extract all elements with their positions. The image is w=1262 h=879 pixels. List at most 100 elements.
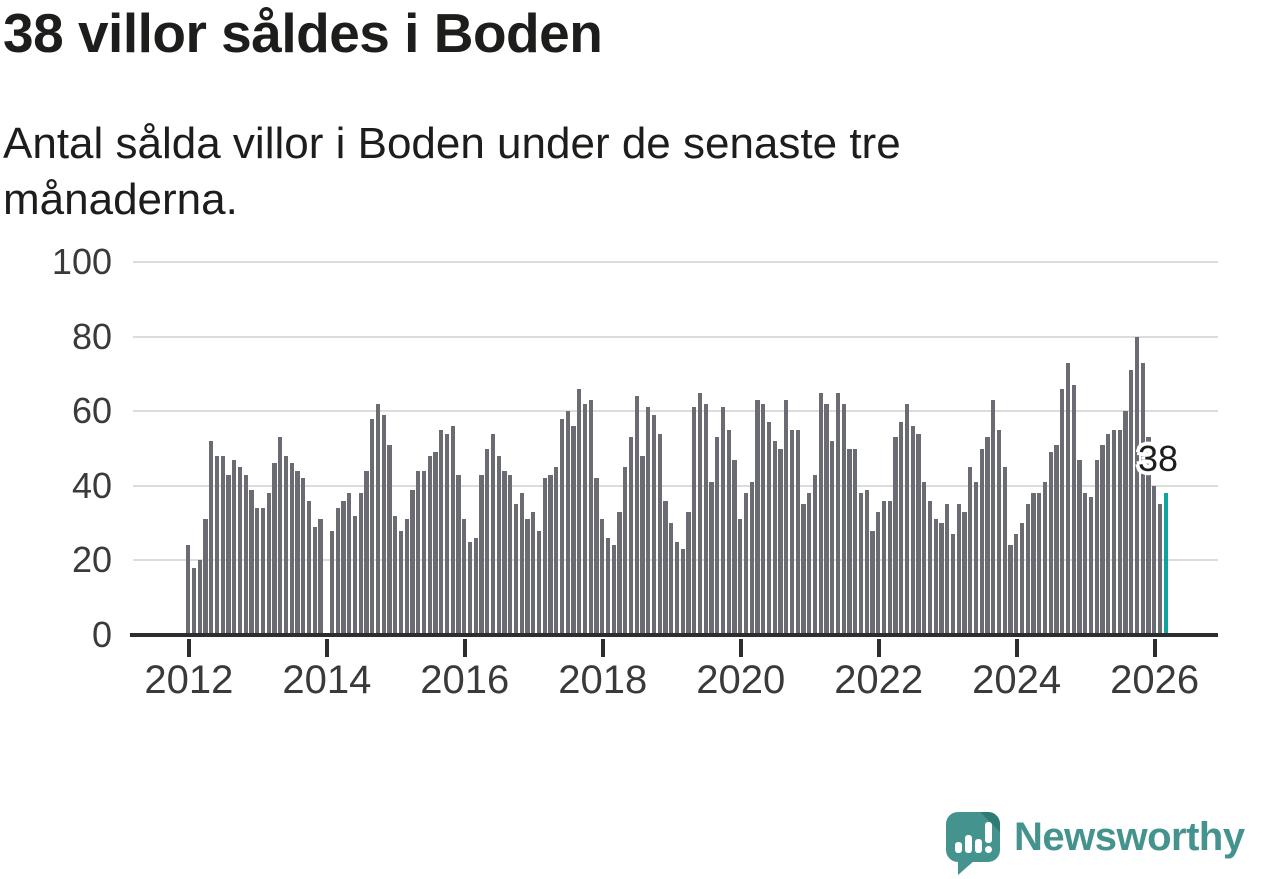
x-tick-label: 2026 — [1110, 658, 1200, 702]
plot-area: 38 — [130, 261, 1218, 657]
newsworthy-logo[interactable]: Newsworthy — [946, 812, 1245, 875]
bar — [301, 478, 306, 635]
bar — [375, 403, 381, 635]
bar — [1094, 459, 1099, 635]
bar — [364, 470, 369, 635]
y-tick-label: 100 — [51, 241, 112, 282]
bar — [789, 429, 795, 635]
bar — [841, 403, 846, 635]
bar — [519, 493, 524, 635]
x-tick-label: 2012 — [144, 658, 234, 702]
bar — [600, 519, 605, 635]
newsworthy-logo-icon — [946, 812, 1000, 875]
bar — [1037, 493, 1042, 635]
bar — [577, 388, 582, 635]
bar — [1140, 362, 1145, 635]
bar — [996, 429, 1002, 635]
bar — [1117, 429, 1122, 635]
bar — [979, 448, 984, 635]
bar — [1088, 497, 1094, 635]
bar — [651, 414, 657, 635]
bar — [237, 467, 243, 635]
bar — [692, 407, 697, 635]
bar — [818, 392, 823, 635]
bar — [439, 429, 444, 635]
bar — [749, 482, 754, 635]
bar — [496, 455, 501, 635]
bar — [226, 474, 231, 635]
bar — [416, 470, 421, 635]
bar — [450, 426, 455, 635]
bar — [295, 470, 300, 635]
bar — [209, 441, 214, 635]
x-tick-mark — [462, 639, 467, 657]
bar — [835, 392, 841, 635]
bar — [743, 493, 749, 635]
bar — [761, 403, 766, 635]
bar — [1014, 534, 1019, 635]
x-tick-mark — [1014, 639, 1019, 657]
bar — [427, 455, 432, 635]
bar — [784, 400, 789, 635]
x-tick-mark — [600, 639, 605, 657]
bar — [1025, 504, 1030, 635]
bar — [548, 474, 553, 635]
bar — [1146, 437, 1151, 635]
bar — [1111, 429, 1117, 635]
bar — [669, 523, 674, 635]
bar — [1100, 444, 1105, 635]
y-tick-label: 60 — [71, 390, 112, 432]
bar — [824, 403, 829, 635]
bar — [812, 474, 818, 635]
bar — [830, 441, 835, 635]
bar — [186, 545, 191, 635]
bar — [657, 433, 662, 635]
x-tick-mark — [738, 639, 743, 657]
bar — [858, 493, 864, 635]
bar — [1008, 545, 1013, 635]
bar — [421, 470, 427, 635]
bar — [433, 452, 438, 635]
bar — [393, 515, 398, 635]
bar — [962, 511, 967, 635]
bar — [933, 519, 938, 635]
x-axis-line — [130, 633, 1218, 637]
bar — [1048, 452, 1053, 635]
gridline — [133, 410, 1218, 413]
bar — [582, 403, 588, 635]
bar — [1123, 411, 1128, 635]
bar — [502, 470, 507, 635]
brand-name: Newsworthy — [1014, 814, 1245, 859]
bar — [795, 429, 800, 635]
bar — [266, 493, 271, 635]
bar — [490, 433, 496, 635]
bar — [697, 392, 703, 635]
bar — [1106, 433, 1111, 635]
bar — [927, 500, 933, 635]
bar — [1065, 362, 1071, 635]
bar — [191, 567, 197, 635]
bar — [973, 482, 979, 635]
bar — [249, 489, 254, 635]
bar — [536, 530, 542, 635]
page-title: 38 villor såldes i Boden — [3, 2, 603, 64]
bar — [278, 437, 283, 635]
bar — [778, 448, 783, 635]
bar — [628, 437, 634, 635]
bar — [617, 511, 622, 635]
bar — [462, 519, 467, 635]
bar — [358, 493, 363, 635]
bar — [467, 541, 473, 635]
bar — [732, 459, 737, 635]
bar — [634, 396, 639, 635]
bar — [881, 500, 887, 635]
bar — [398, 530, 404, 635]
bar — [1129, 370, 1134, 635]
y-tick-label: 40 — [71, 464, 112, 506]
x-tick-label: 2018 — [558, 658, 648, 702]
bar-series — [186, 262, 1169, 635]
bar — [605, 538, 611, 635]
bar — [1152, 485, 1157, 635]
bar — [674, 541, 680, 635]
x-tick-mark — [1152, 639, 1157, 657]
